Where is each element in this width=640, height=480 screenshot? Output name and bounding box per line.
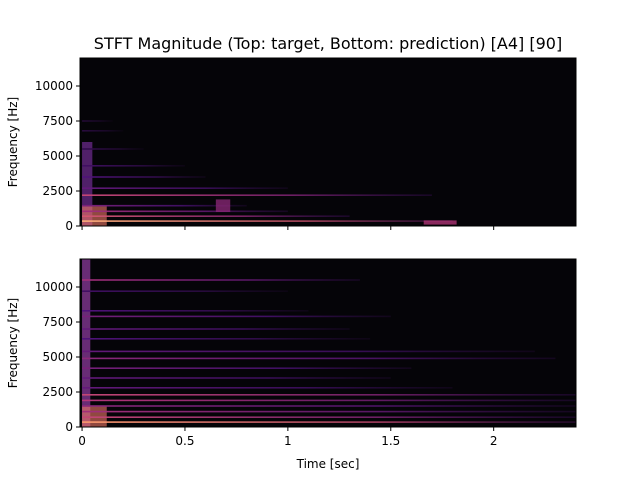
prediction-harmonic-line	[82, 399, 576, 402]
prediction-harmonic-line	[82, 405, 576, 407]
prediction-harmonic-line	[82, 367, 412, 369]
prediction-harmonic-line	[82, 350, 535, 353]
target-harmonic-line	[82, 176, 206, 178]
prediction-harmonic-line	[82, 394, 576, 396]
prediction-x-tick-label: 0.5	[175, 434, 194, 448]
prediction-harmonic-line	[82, 421, 576, 423]
target-energy-blob	[423, 220, 457, 225]
x-axis-label: Time [sec]	[296, 457, 360, 471]
target-y-tick-label: 10000	[35, 79, 73, 93]
target-y-tick-label: 0	[65, 219, 73, 233]
target-harmonic-line	[82, 187, 288, 189]
target-y-tick-label: 5000	[42, 149, 73, 163]
target-x-ticks	[81, 226, 495, 230]
prediction-onset-column	[82, 259, 91, 427]
prediction-harmonic-line	[82, 279, 360, 281]
target-harmonic-line	[82, 120, 113, 122]
prediction-y-tick-label: 5000	[42, 350, 73, 364]
target-plot-background	[80, 58, 576, 226]
target-spectrogram-marks	[82, 120, 457, 226]
prediction-harmonic-line	[82, 338, 371, 340]
prediction-y-tick-label: 0	[65, 420, 73, 434]
prediction-y-tick-label: 2500	[42, 385, 73, 399]
target-energy-blob	[215, 199, 231, 212]
prediction-harmonic-line	[82, 357, 556, 360]
prediction-x-ticks: 0 0.5 1 1.5 2	[78, 427, 497, 448]
prediction-harmonic-line	[82, 377, 391, 379]
prediction-harmonic-line	[82, 315, 391, 318]
prediction-y-tick-label: 10000	[35, 280, 73, 294]
target-y-axis-label: Frequency [Hz]	[6, 97, 20, 188]
prediction-y-ticks: 0 2500 5000 7500 10000	[35, 280, 80, 434]
prediction-harmonic-line	[82, 328, 350, 330]
target-harmonic-line	[82, 215, 350, 217]
prediction-plot-frame	[79, 258, 577, 428]
target-harmonic-line	[82, 130, 124, 132]
target-spectrogram-panel: 0 2500 5000 7500 10000 Frequency [Hz]	[6, 57, 577, 233]
prediction-x-tick-label: 1.5	[381, 434, 400, 448]
target-y-tick-label: 7500	[42, 114, 73, 128]
target-harmonic-line	[82, 204, 247, 207]
chart-title: STFT Magnitude (Top: target, Bottom: pre…	[94, 34, 562, 53]
prediction-harmonic-line	[82, 416, 576, 418]
target-y-tick-label: 2500	[42, 184, 73, 198]
prediction-spectrogram-marks	[82, 259, 576, 427]
prediction-plot-background	[80, 259, 576, 427]
prediction-harmonic-line	[82, 310, 309, 312]
prediction-x-tick-label: 2	[490, 434, 498, 448]
prediction-harmonic-line	[82, 387, 453, 389]
prediction-harmonic-line	[82, 410, 576, 413]
target-harmonic-line	[82, 165, 185, 167]
target-onset-column	[82, 142, 93, 226]
prediction-x-tick-label: 1	[284, 434, 292, 448]
target-harmonic-line	[82, 210, 288, 213]
target-harmonic-line	[82, 148, 144, 150]
prediction-harmonic-line	[82, 290, 288, 292]
prediction-y-tick-label: 7500	[42, 315, 73, 329]
target-harmonic-line	[82, 220, 453, 222]
prediction-x-tick-label: 0	[78, 434, 86, 448]
target-harmonic-line	[82, 194, 432, 196]
target-plot-frame	[79, 57, 577, 227]
prediction-y-axis-label: Frequency [Hz]	[6, 298, 20, 389]
target-y-ticks: 0 2500 5000 7500 10000	[35, 79, 80, 233]
prediction-spectrogram-panel: 0 2500 5000 7500 10000 0 0.5 1 1.5 2 Frequency […	[6, 258, 577, 448]
